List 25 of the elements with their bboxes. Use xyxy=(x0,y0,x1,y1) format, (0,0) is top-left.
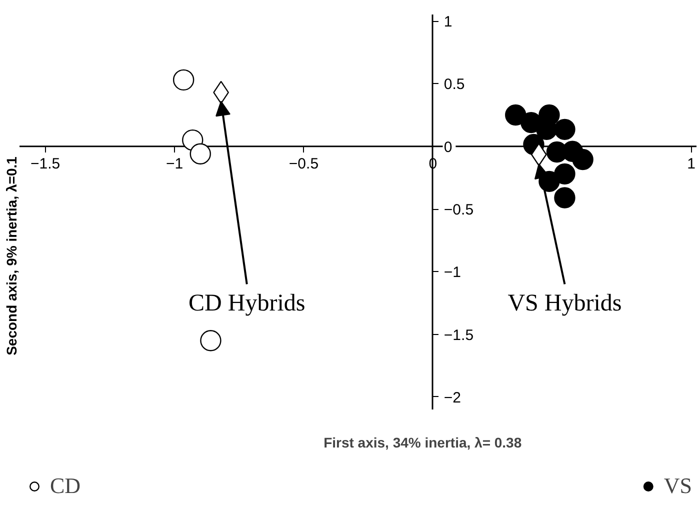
legend-label: CD xyxy=(50,473,81,499)
y-tick-label: −0.5 xyxy=(444,202,474,219)
point xyxy=(554,187,576,208)
x-axis-title: First axis, 34% inertia, λ= 0.38 xyxy=(324,434,522,451)
y-tick-label: 0 xyxy=(444,138,452,156)
y-tick-label: −1.5 xyxy=(444,326,474,344)
annotation: CD Hybrids xyxy=(188,290,306,316)
point xyxy=(505,104,526,126)
x-tick-label: 1 xyxy=(687,155,696,172)
point xyxy=(190,143,211,164)
x-tick-label: −1 xyxy=(166,155,184,172)
y-tick-label: 0.5 xyxy=(444,76,465,94)
point xyxy=(572,148,594,170)
legend-label: VS xyxy=(664,473,692,499)
annotation: VS Hybrids xyxy=(508,290,622,316)
point xyxy=(554,118,576,140)
x-tick-label: −0.5 xyxy=(288,155,319,172)
x-tick-label: −1.5 xyxy=(30,155,60,172)
y-tick-label: 1 xyxy=(444,14,452,31)
y-tick-label: −1 xyxy=(444,264,462,282)
y-tick-label: −2 xyxy=(444,389,462,406)
point xyxy=(172,69,194,91)
y-axis-title: Second axis, 9% inertia, λ=0.1 xyxy=(4,156,20,356)
point xyxy=(200,330,222,352)
point xyxy=(554,163,576,184)
